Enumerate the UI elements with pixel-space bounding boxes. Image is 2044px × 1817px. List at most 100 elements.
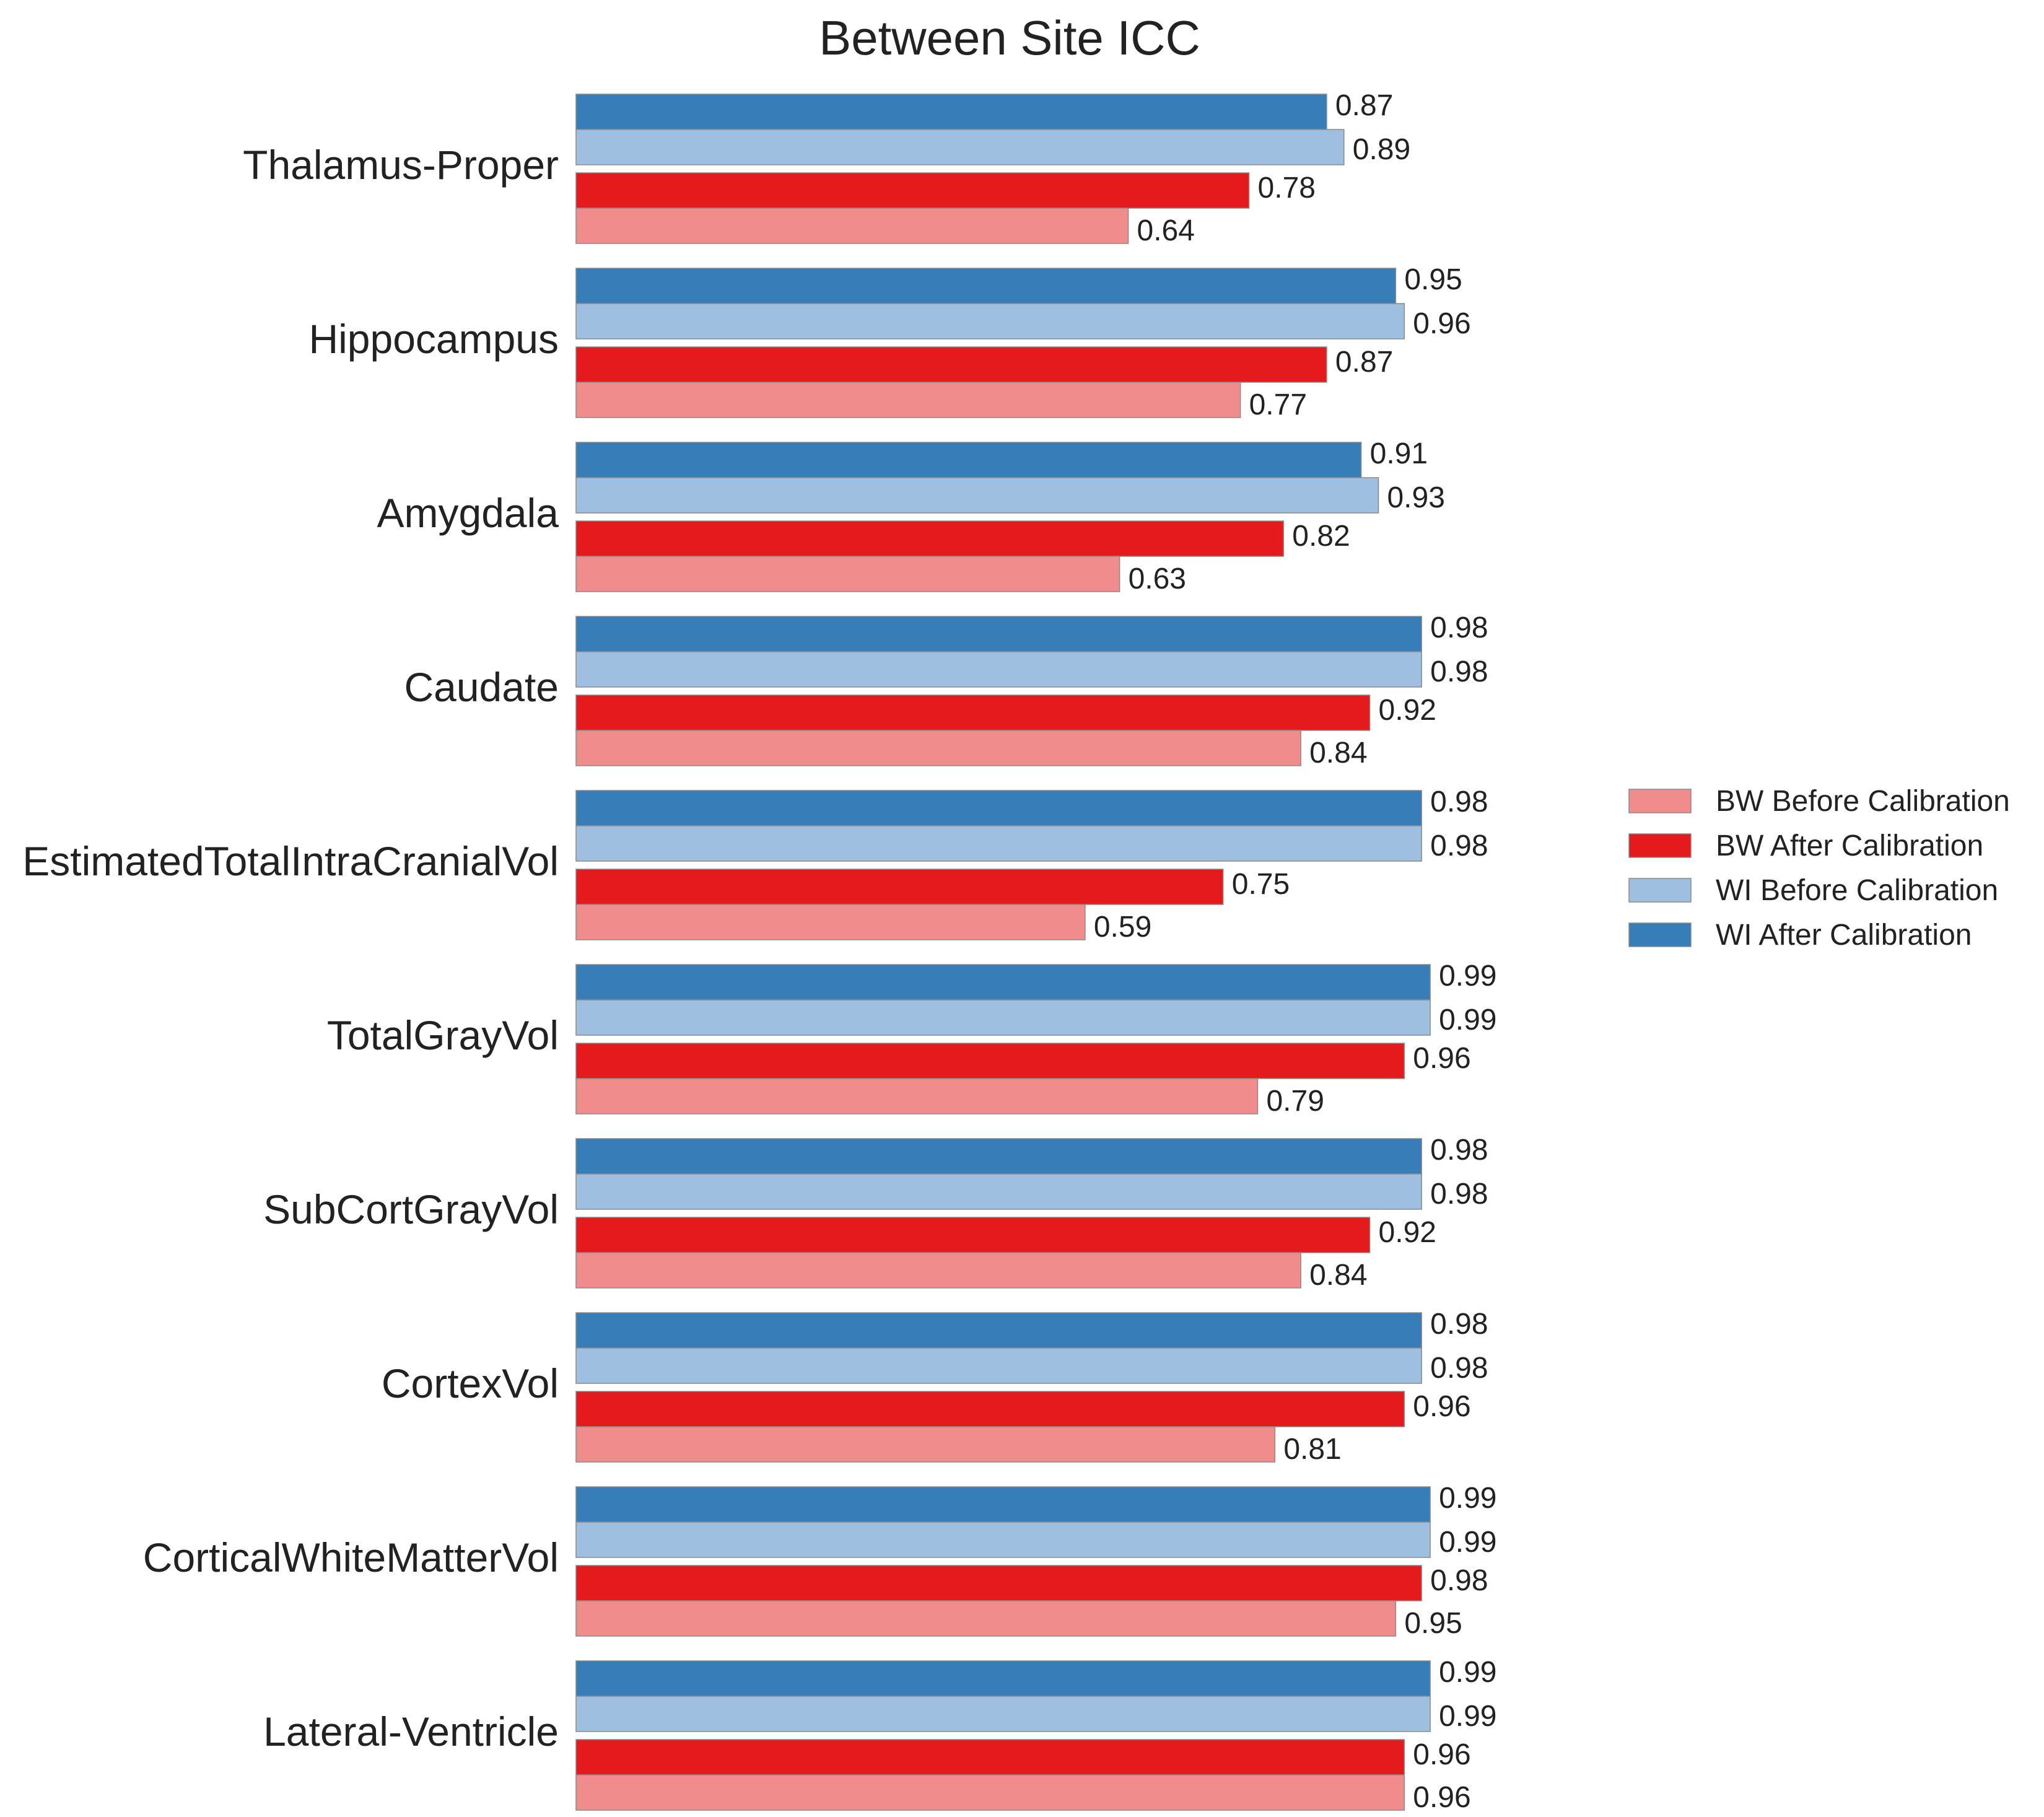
value-label-totalgrayvol-bw-before-calibration: 0.79: [1266, 1085, 1324, 1118]
bar-totalgrayvol-wi-after-calibration: [575, 964, 1431, 1000]
category-label-estimatedtotalintracranialvol: EstimatedTotalIntraCranialVol: [22, 838, 559, 884]
bar-lateral-ventricle-wi-before-calibration: [575, 1696, 1431, 1732]
bar-thalamus-proper-wi-after-calibration: [575, 94, 1327, 130]
category-label-corticalwhitemattervol: CorticalWhiteMatterVol: [143, 1535, 559, 1580]
value-label-estimatedtotalintracranialvol-wi-before-calibration: 0.98: [1430, 830, 1488, 862]
value-label-cortexvol-bw-after-calibration: 0.96: [1413, 1390, 1470, 1423]
value-label-hippocampus-wi-before-calibration: 0.96: [1413, 307, 1470, 340]
value-label-hippocampus-wi-after-calibration: 0.95: [1404, 263, 1462, 296]
value-label-amygdala-wi-after-calibration: 0.91: [1370, 437, 1428, 470]
bar-thalamus-proper-bw-before-calibration: [575, 208, 1129, 244]
category-label-totalgrayvol: TotalGrayVol: [327, 1012, 559, 1058]
value-label-subcortgrayvol-bw-after-calibration: 0.92: [1379, 1216, 1436, 1249]
legend-swatch-bw-before-calibration: [1628, 789, 1692, 813]
bar-amygdala-bw-before-calibration: [575, 556, 1120, 592]
bar-corticalwhitemattervol-wi-before-calibration: [575, 1521, 1431, 1558]
bar-hippocampus-bw-after-calibration: [575, 346, 1327, 383]
bar-corticalwhitemattervol-bw-before-calibration: [575, 1600, 1397, 1637]
category-label-subcortgrayvol: SubCortGrayVol: [263, 1186, 559, 1232]
bar-caudate-wi-before-calibration: [575, 651, 1422, 688]
bar-amygdala-wi-after-calibration: [575, 442, 1362, 478]
value-label-corticalwhitemattervol-bw-before-calibration: 0.95: [1404, 1607, 1462, 1640]
bars: [575, 94, 1431, 1811]
value-label-lateral-ventricle-bw-before-calibration: 0.96: [1413, 1781, 1470, 1814]
bar-subcortgrayvol-bw-before-calibration: [575, 1252, 1301, 1289]
value-label-caudate-bw-before-calibration: 0.84: [1309, 737, 1367, 769]
bar-estimatedtotalintracranialvol-wi-after-calibration: [575, 790, 1422, 826]
value-label-hippocampus-bw-after-calibration: 0.87: [1335, 346, 1393, 379]
value-label-corticalwhitemattervol-bw-after-calibration: 0.98: [1430, 1564, 1488, 1597]
bar-caudate-bw-before-calibration: [575, 730, 1301, 766]
bar-subcortgrayvol-wi-before-calibration: [575, 1173, 1422, 1210]
bar-thalamus-proper-bw-after-calibration: [575, 172, 1250, 209]
value-label-thalamus-proper-wi-before-calibration: 0.89: [1353, 133, 1410, 166]
value-label-subcortgrayvol-wi-after-calibration: 0.98: [1430, 1134, 1488, 1167]
bar-estimatedtotalintracranialvol-bw-after-calibration: [575, 869, 1224, 905]
value-label-caudate-wi-after-calibration: 0.98: [1430, 611, 1488, 644]
value-label-amygdala-wi-before-calibration: 0.93: [1387, 481, 1444, 514]
value-label-caudate-bw-after-calibration: 0.92: [1379, 694, 1436, 727]
value-labels: 0.87 0.89 0.78 0.64 0.95 0.96 0.87 0.77 0.91 0.93…: [1094, 89, 1497, 1814]
value-label-amygdala-bw-before-calibration: 0.63: [1129, 563, 1186, 595]
bar-hippocampus-bw-before-calibration: [575, 382, 1241, 418]
value-label-estimatedtotalintracranialvol-wi-after-calibration: 0.98: [1430, 786, 1488, 818]
bar-lateral-ventricle-wi-after-calibration: [575, 1660, 1431, 1697]
bar-amygdala-bw-after-calibration: [575, 520, 1285, 557]
category-label-lateral-ventricle: Lateral-Ventricle: [263, 1709, 559, 1754]
legend-swatch-wi-after-calibration: [1628, 922, 1692, 947]
bar-hippocampus-wi-before-calibration: [575, 303, 1405, 339]
category-label-hippocampus: Hippocampus: [308, 316, 559, 362]
value-label-lateral-ventricle-wi-before-calibration: 0.99: [1439, 1700, 1496, 1733]
chart-title: Between Site ICC: [819, 11, 1200, 65]
bar-estimatedtotalintracranialvol-bw-before-calibration: [575, 904, 1086, 940]
bar-cortexvol-bw-after-calibration: [575, 1391, 1405, 1427]
value-label-cortexvol-bw-before-calibration: 0.81: [1283, 1433, 1341, 1466]
value-label-corticalwhitemattervol-wi-after-calibration: 0.99: [1439, 1482, 1496, 1515]
bar-totalgrayvol-bw-after-calibration: [575, 1043, 1405, 1079]
bar-totalgrayvol-bw-before-calibration: [575, 1078, 1259, 1114]
legend-label-wi-after-calibration: WI After Calibration: [1716, 919, 1972, 952]
value-label-corticalwhitemattervol-wi-before-calibration: 0.99: [1439, 1526, 1496, 1559]
legend-swatch-bw-after-calibration: [1628, 833, 1692, 858]
bar-thalamus-proper-wi-before-calibration: [575, 129, 1345, 165]
category-label-amygdala: Amygdala: [377, 490, 559, 536]
value-label-thalamus-proper-wi-after-calibration: 0.87: [1335, 89, 1393, 122]
value-label-lateral-ventricle-bw-after-calibration: 0.96: [1413, 1738, 1470, 1771]
value-label-estimatedtotalintracranialvol-bw-before-calibration: 0.59: [1094, 911, 1151, 944]
value-label-totalgrayvol-wi-before-calibration: 0.99: [1439, 1004, 1496, 1036]
value-label-thalamus-proper-bw-before-calibration: 0.64: [1137, 214, 1195, 247]
value-label-amygdala-bw-after-calibration: 0.82: [1292, 520, 1350, 553]
value-label-totalgrayvol-wi-after-calibration: 0.99: [1439, 960, 1496, 992]
bar-cortexvol-bw-before-calibration: [575, 1426, 1276, 1463]
legend-label-bw-after-calibration: BW After Calibration: [1716, 830, 1983, 862]
value-label-subcortgrayvol-bw-before-calibration: 0.84: [1309, 1259, 1367, 1292]
value-label-hippocampus-bw-before-calibration: 0.77: [1249, 388, 1307, 421]
category-label-cortexvol: CortexVol: [382, 1360, 559, 1406]
value-label-caudate-wi-before-calibration: 0.98: [1430, 655, 1488, 688]
bar-caudate-bw-after-calibration: [575, 694, 1371, 731]
value-label-subcortgrayvol-wi-before-calibration: 0.98: [1430, 1178, 1488, 1211]
legend-swatch-wi-before-calibration: [1628, 878, 1692, 903]
legend: BW Before Calibration BW After Calibratio…: [1628, 785, 2010, 952]
value-label-thalamus-proper-bw-after-calibration: 0.78: [1258, 172, 1316, 204]
category-label-caudate: Caudate: [404, 664, 559, 710]
bar-estimatedtotalintracranialvol-wi-before-calibration: [575, 825, 1422, 862]
bar-amygdala-wi-before-calibration: [575, 477, 1379, 514]
bar-subcortgrayvol-wi-after-calibration: [575, 1138, 1422, 1175]
value-label-lateral-ventricle-wi-after-calibration: 0.99: [1439, 1656, 1496, 1689]
category-labels: Thalamus-Proper Hippocampus Amygdala Caudat…: [22, 142, 559, 1754]
bar-caudate-wi-after-calibration: [575, 616, 1422, 652]
value-label-cortexvol-wi-after-calibration: 0.98: [1430, 1308, 1488, 1341]
bar-totalgrayvol-wi-before-calibration: [575, 999, 1431, 1036]
bar-lateral-ventricle-bw-before-calibration: [575, 1774, 1405, 1811]
legend-label-bw-before-calibration: BW Before Calibration: [1716, 785, 2010, 818]
category-label-thalamus-proper: Thalamus-Proper: [243, 142, 559, 188]
value-label-estimatedtotalintracranialvol-bw-after-calibration: 0.75: [1232, 868, 1290, 901]
value-label-totalgrayvol-bw-after-calibration: 0.96: [1413, 1042, 1470, 1075]
bar-lateral-ventricle-bw-after-calibration: [575, 1739, 1405, 1775]
bar-cortexvol-wi-after-calibration: [575, 1312, 1422, 1349]
bar-cortexvol-wi-before-calibration: [575, 1347, 1422, 1384]
bar-hippocampus-wi-after-calibration: [575, 268, 1397, 304]
legend-label-wi-before-calibration: WI Before Calibration: [1716, 874, 1998, 907]
